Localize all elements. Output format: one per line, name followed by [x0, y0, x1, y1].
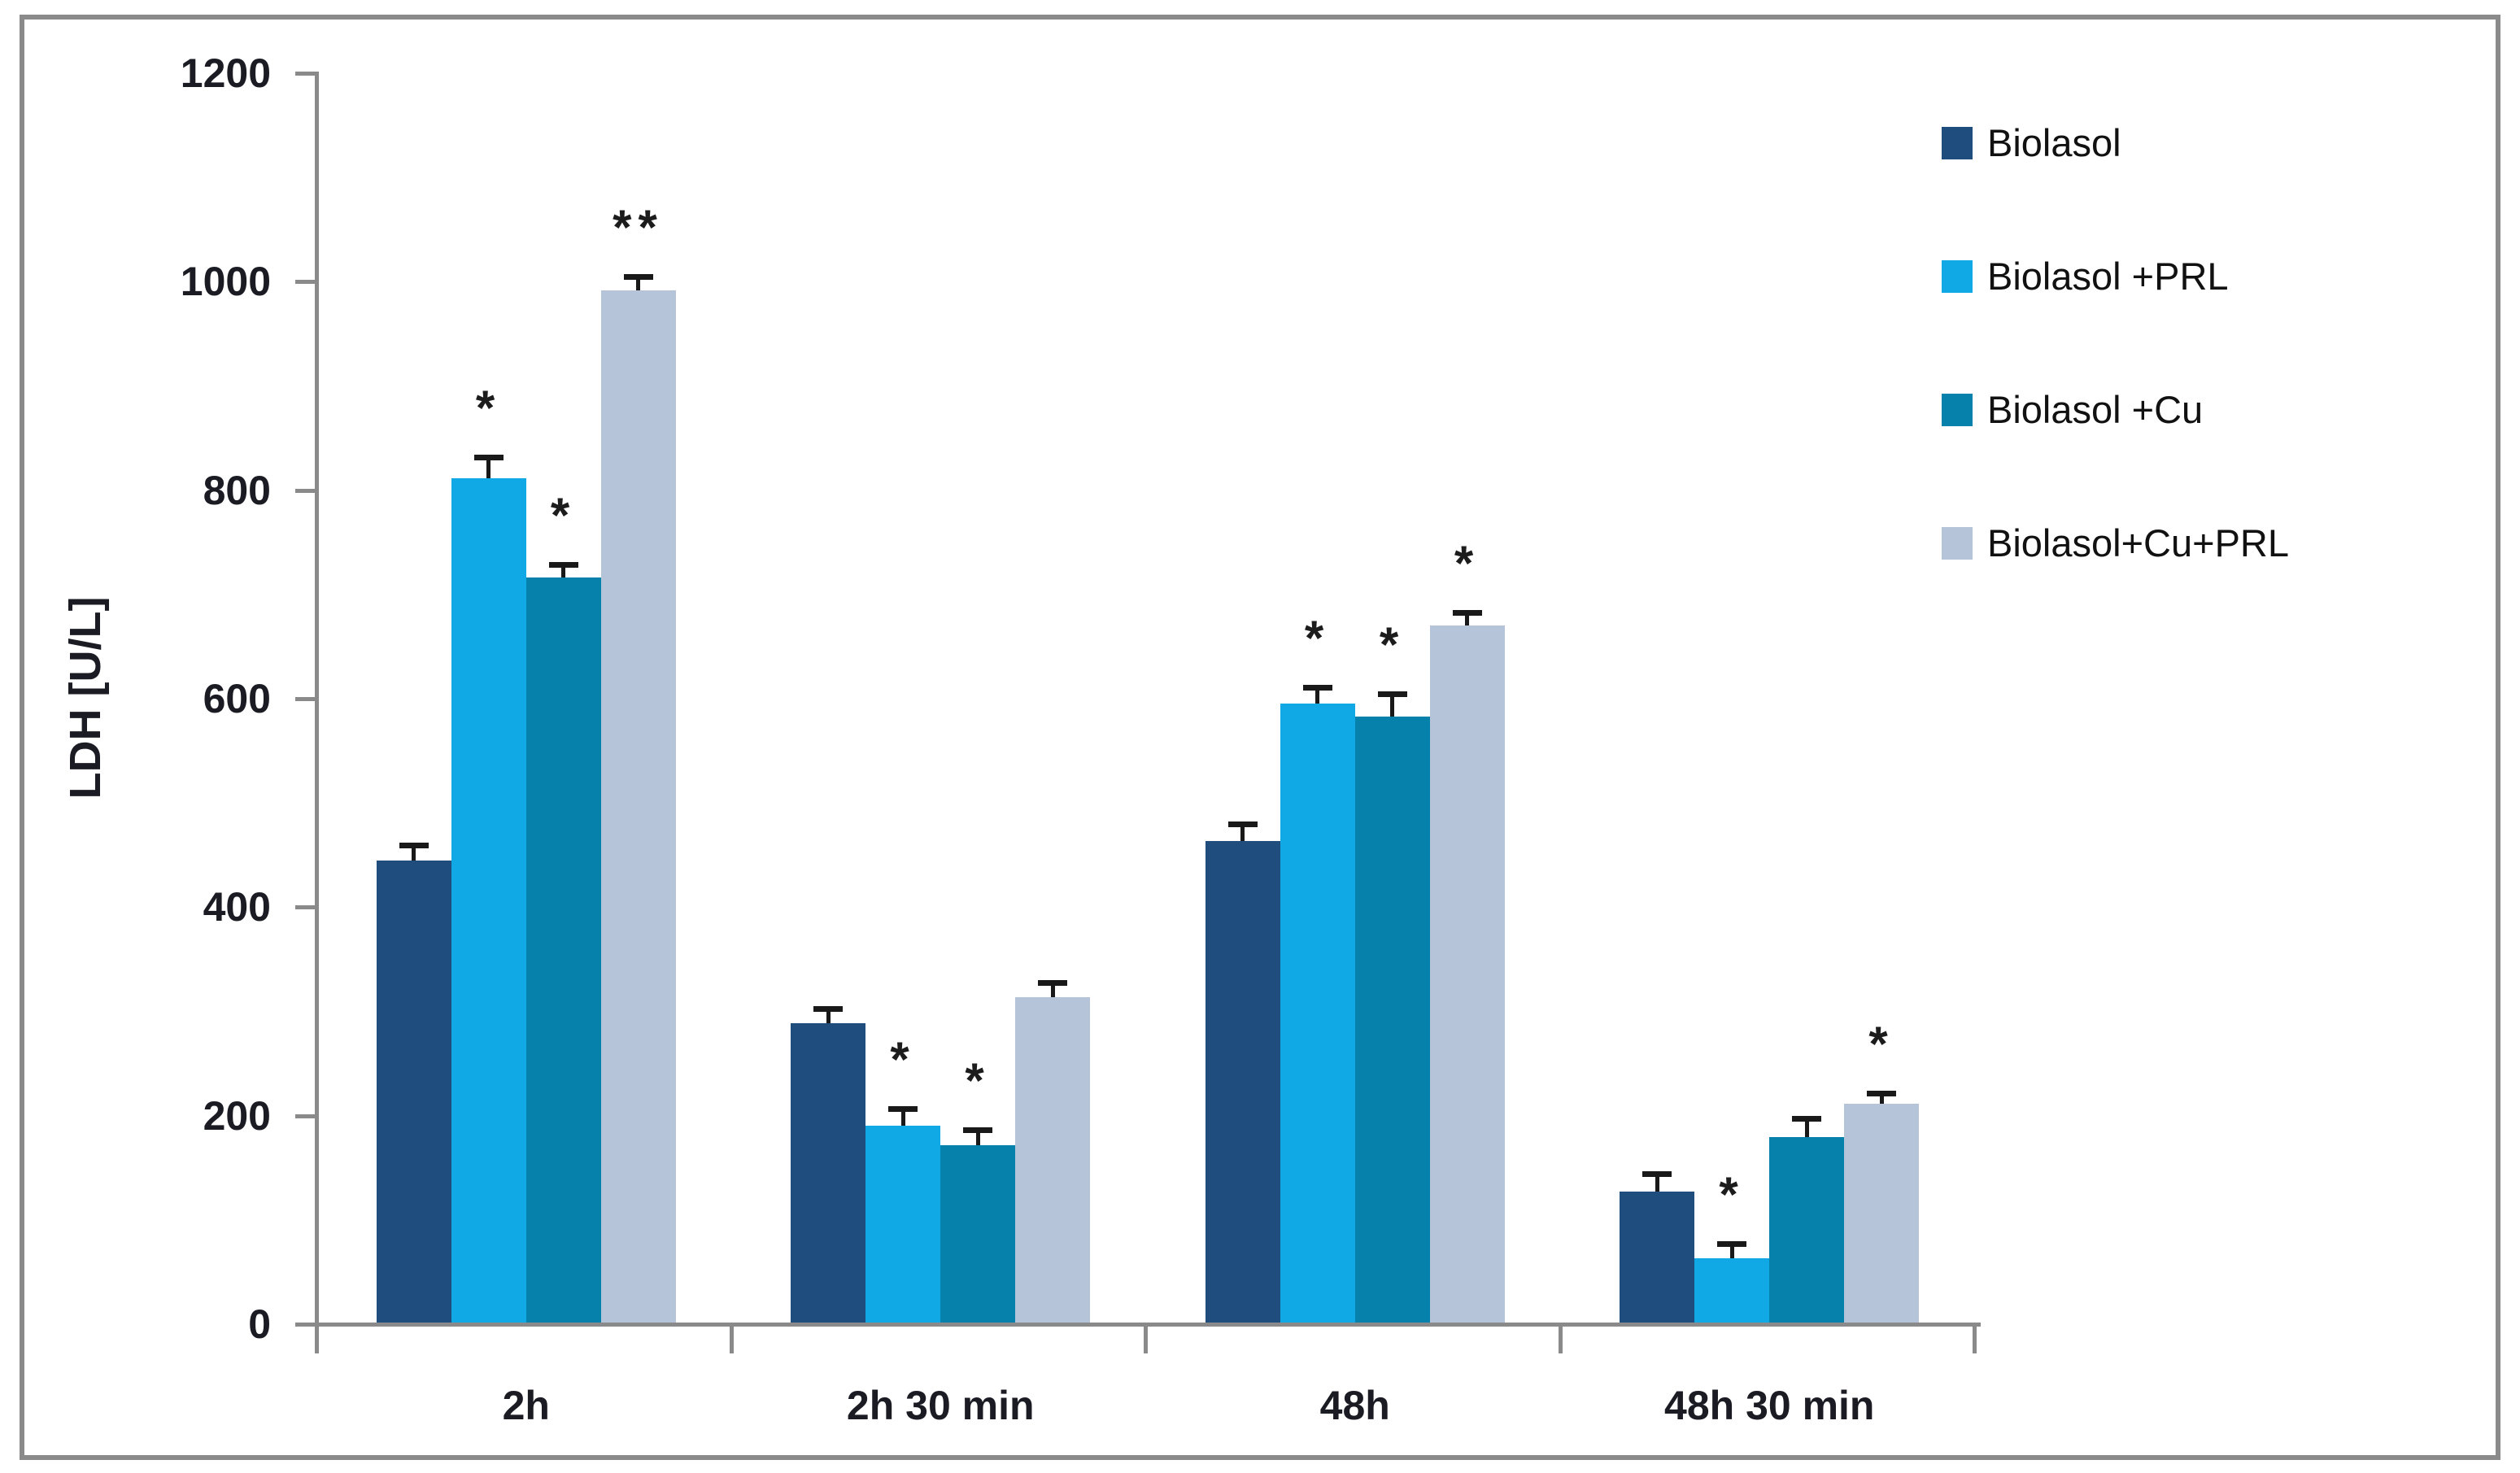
error-bar-stem [826, 1009, 831, 1024]
bar-biolasol-prl-48h [1280, 703, 1355, 1323]
legend-label: Biolasol+Cu+PRL [1987, 521, 2289, 564]
error-bar-stem [412, 844, 416, 861]
significance-marker: * [1304, 611, 1331, 666]
x-axis-line [315, 1323, 1981, 1327]
error-bar-cap [548, 562, 578, 569]
y-tick-label: 600 [203, 676, 271, 721]
error-bar-stem [636, 277, 640, 291]
error-bar-cap [1038, 980, 1067, 987]
error-bar-cap [623, 274, 653, 281]
error-bar-cap [473, 455, 504, 461]
x-category-label: 48h 30 min [1664, 1383, 1875, 1428]
significance-marker: * [1454, 536, 1480, 591]
bar-biolasol-prl-2h-30-min [865, 1125, 940, 1323]
error-bar-cap [1227, 821, 1258, 828]
x-tick-mark [729, 1323, 734, 1353]
bar-biolasol-cu-prl-48h-30-min [1844, 1103, 1919, 1323]
x-category-label: 48h [1319, 1383, 1390, 1428]
x-tick-mark [315, 1323, 319, 1353]
y-tick-mark [295, 905, 315, 910]
bar-biolasol-prl-2h [451, 477, 526, 1323]
bar-biolasol-cu-prl-48h [1429, 625, 1505, 1323]
significance-marker: * [1379, 617, 1406, 673]
error-bar-stem [1804, 1118, 1809, 1137]
y-tick-label: 0 [248, 1301, 271, 1347]
y-tick-label: 1200 [180, 50, 271, 96]
x-category-label: 2h 30 min [846, 1383, 1035, 1428]
legend-label: Biolasol +Cu [1987, 388, 2204, 431]
legend-label: Biolasol +PRL [1987, 255, 2229, 298]
y-tick-label: 200 [203, 1092, 271, 1139]
y-tick-mark [295, 697, 315, 701]
x-tick-mark [1973, 1323, 1977, 1353]
legend-swatch-icon [1942, 260, 1973, 293]
y-tick-label: 400 [203, 884, 271, 930]
error-bar-stem [1879, 1093, 1884, 1104]
error-bar-stem [486, 457, 490, 478]
error-bar-stem [900, 1109, 905, 1126]
legend-swatch-icon [1942, 127, 1973, 159]
significance-marker: ** [613, 200, 664, 255]
y-tick-mark [295, 1323, 315, 1327]
error-bar-cap [813, 1006, 843, 1013]
x-category-label: 2h [502, 1383, 550, 1428]
y-tick-mark [295, 280, 315, 285]
significance-marker: * [1719, 1166, 1745, 1222]
error-bar-cap [1452, 610, 1482, 617]
error-bar-stem [1240, 824, 1245, 841]
error-bar-stem [1050, 983, 1055, 998]
error-bar-stem [561, 564, 565, 577]
significance-marker: * [890, 1032, 916, 1087]
legend-label: Biolasol [1987, 121, 2121, 164]
error-bar-stem [1465, 612, 1469, 625]
bar-biolasol-cu-prl-2h-30-min [1015, 997, 1090, 1323]
legend-swatch-icon [1942, 394, 1973, 426]
error-bar-stem [1729, 1243, 1734, 1258]
error-bar-stem [1390, 694, 1394, 717]
y-tick-mark [295, 72, 315, 76]
error-bar-cap [1792, 1115, 1821, 1122]
bar-biolasol-cu-2h-30-min [940, 1145, 1015, 1323]
error-bar-cap [1717, 1240, 1746, 1247]
y-tick-label: 800 [203, 467, 271, 513]
significance-marker: * [475, 381, 502, 436]
bar-biolasol-cu-48h-30-min [1769, 1136, 1844, 1323]
legend-swatch-icon [1942, 527, 1973, 560]
bar-biolasol-2h [376, 861, 451, 1323]
error-bar-stem [1655, 1173, 1659, 1192]
y-tick-mark [295, 488, 315, 493]
bar-biolasol-48h-30-min [1620, 1191, 1694, 1323]
error-bar-cap [1642, 1170, 1672, 1177]
bar-biolasol-prl-48h-30-min [1694, 1257, 1769, 1323]
error-bar-cap [888, 1106, 918, 1113]
significance-marker: * [1868, 1017, 1894, 1072]
x-tick-mark [1558, 1323, 1563, 1353]
error-bar-cap [1377, 691, 1407, 698]
bar-biolasol-2h-30-min [791, 1023, 865, 1323]
bar-biolasol-48h [1205, 840, 1280, 1323]
error-bar-cap [399, 842, 429, 848]
y-tick-label: 1000 [180, 259, 271, 305]
significance-marker: * [550, 488, 577, 543]
error-bar-cap [1867, 1091, 1896, 1097]
y-axis-line [315, 72, 319, 1327]
x-tick-mark [1144, 1323, 1148, 1353]
error-bar-stem [975, 1129, 980, 1146]
error-bar-cap [963, 1127, 992, 1133]
error-bar-stem [1315, 687, 1319, 704]
y-tick-mark [295, 1113, 315, 1118]
bar-biolasol-cu-prl-2h [600, 290, 676, 1323]
significance-marker: * [965, 1052, 991, 1108]
bar-biolasol-cu-2h [525, 577, 601, 1323]
error-bar-cap [1302, 685, 1332, 691]
bar-biolasol-cu-48h [1354, 717, 1430, 1323]
